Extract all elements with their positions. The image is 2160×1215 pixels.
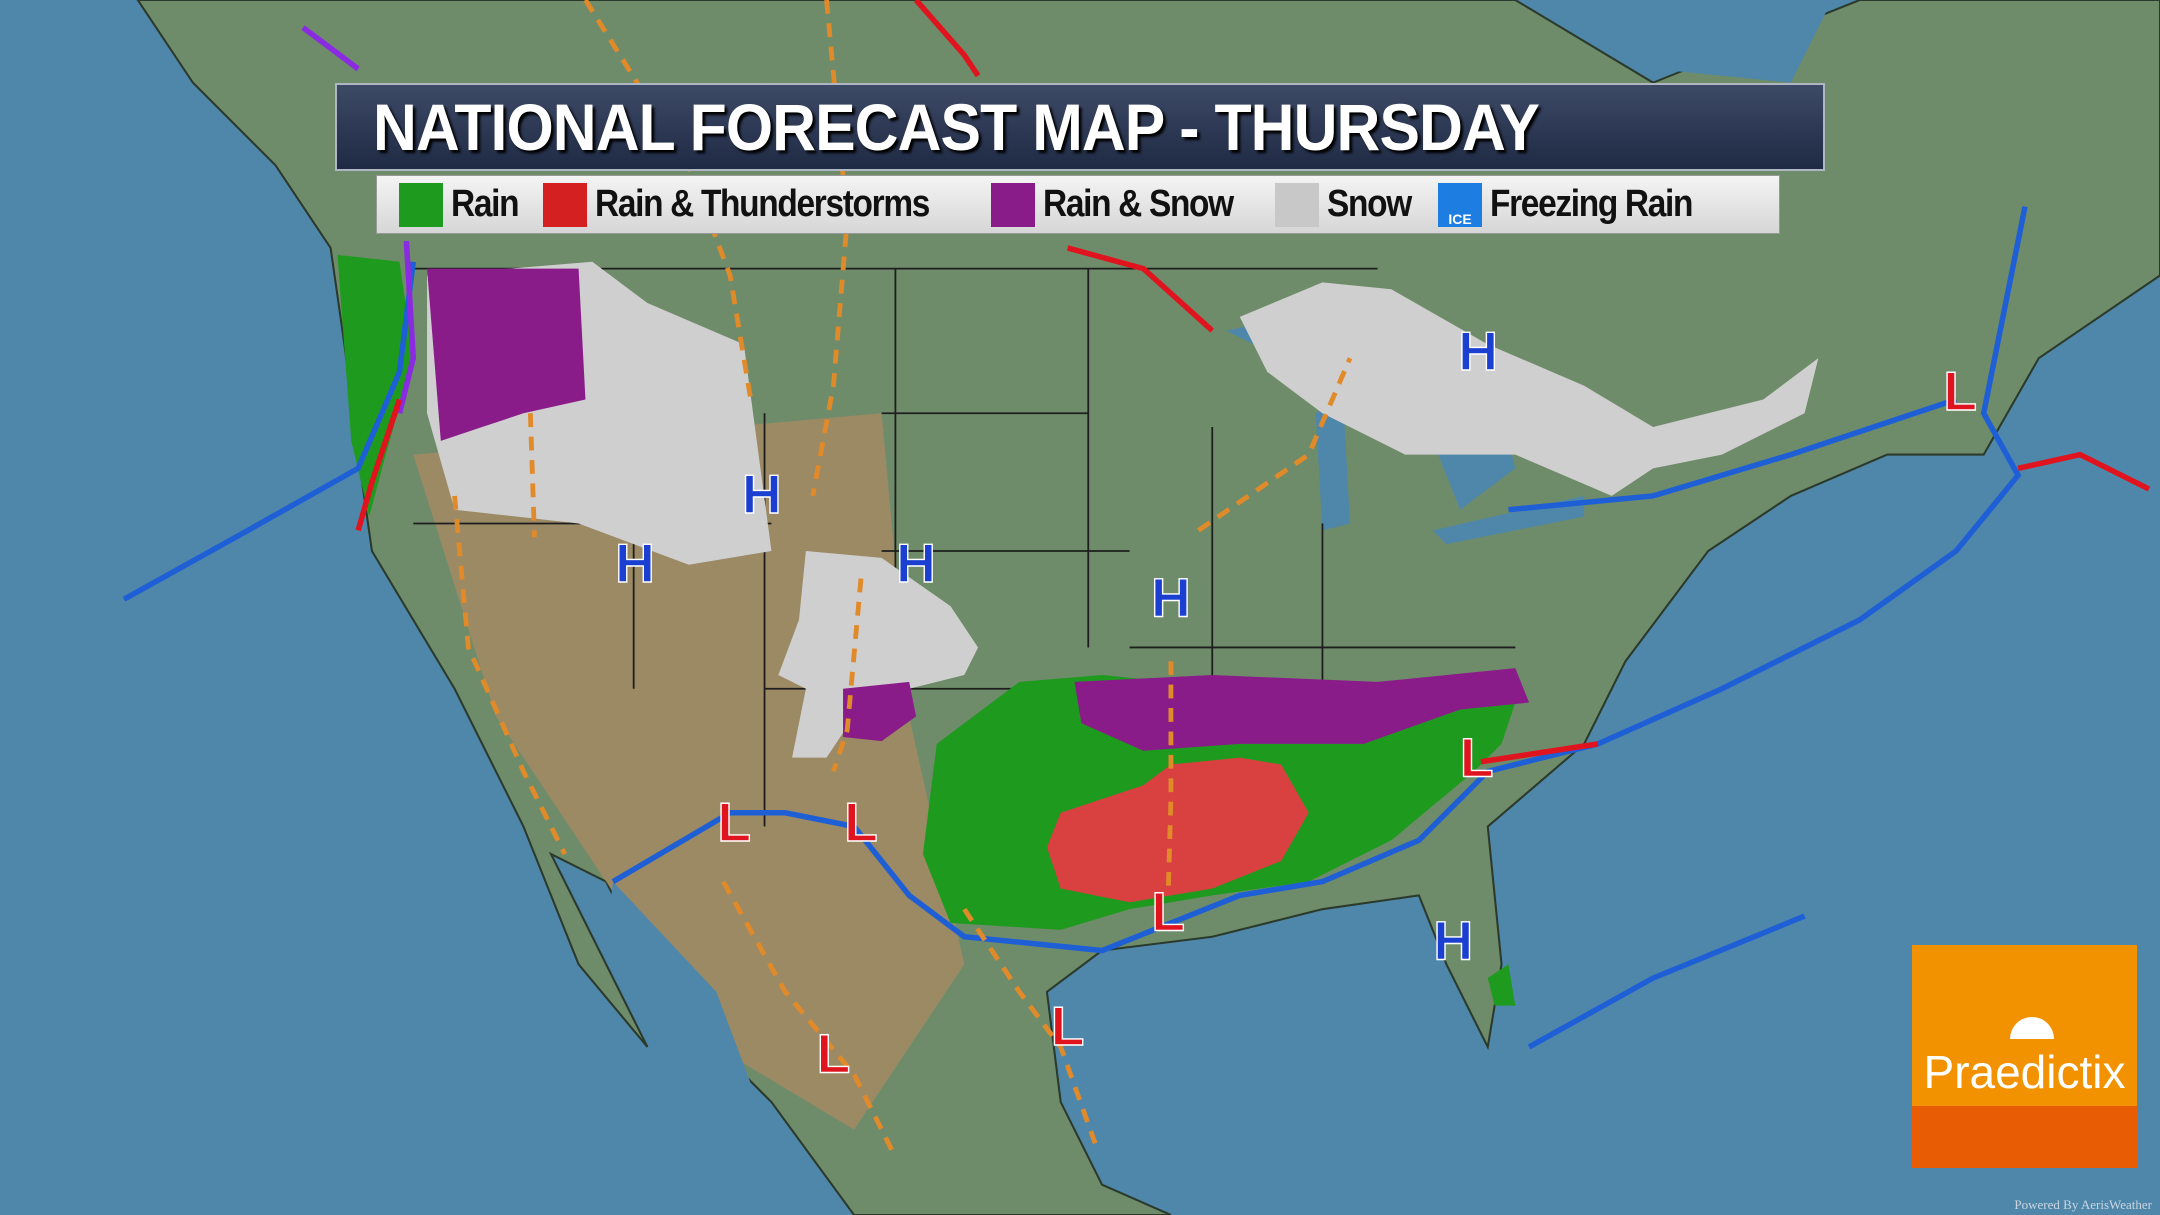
stationary-front-south — [611, 206, 2028, 954]
warm-front-canada — [1066, 245, 1215, 333]
precip-rain-snow-northwest — [427, 268, 586, 441]
umbrella-icon — [2010, 1017, 2054, 1039]
low-pressure-center: L — [1051, 995, 1085, 1057]
high-pressure-center: H — [1433, 910, 1473, 972]
great-lakes — [1226, 303, 1585, 545]
trough-line — [452, 495, 567, 856]
hudson-bay — [1556, 0, 1833, 83]
snowflake-icon — [1274, 182, 1319, 227]
trough-line — [583, 0, 754, 400]
trough-line — [527, 413, 537, 538]
gulf-of-california — [606, 881, 758, 1103]
warm-front-arctic — [913, 0, 981, 78]
warm-front-atlantic — [2017, 451, 2151, 492]
legend-item-snow: Snow — [1274, 182, 1412, 227]
high-pressure-center: H — [615, 532, 655, 594]
title-banner: NATIONAL FORECAST MAP - THURSDAY — [335, 83, 1825, 171]
warm-front-southeast — [1480, 741, 1599, 765]
low-pressure-center: L — [1943, 360, 1977, 422]
low-pressure-center: L — [1151, 881, 1185, 943]
low-pressure-center: L — [844, 791, 878, 853]
precip-snow-rockies — [778, 551, 979, 758]
high-pressure-center: H — [1151, 567, 1191, 629]
precip-thunderstorms-lower-mississippi — [1046, 757, 1309, 903]
precip-rain-snow-ozarks — [1074, 668, 1530, 751]
high-pressure-center: H — [742, 463, 782, 525]
occluded-front-northwest — [396, 240, 417, 414]
legend: Rain Rain & Thunderstorms Rain & Snow Sn… — [376, 175, 1780, 234]
legend-item-rain-snow: Rain & Snow — [990, 182, 1239, 227]
low-pressure-center: L — [817, 1023, 851, 1085]
powered-by-credit: Powered By AerisWeather — [2014, 1197, 2152, 1212]
precip-rain-northwest — [337, 254, 414, 517]
lightning-icon — [543, 182, 588, 227]
snowflake-icon — [990, 182, 1035, 227]
low-pressure-center: L — [1460, 726, 1494, 788]
stationary-front-northeast — [1508, 396, 1957, 513]
high-pressure-center: H — [1458, 320, 1498, 382]
low-pressure-center: L — [717, 791, 751, 853]
legend-item-freezing-rain: ICE Freezing Rain — [1438, 182, 1700, 227]
legend-item-rain-thunderstorms: Rain & Thunderstorms — [543, 182, 955, 227]
high-pressure-center: H — [896, 532, 936, 594]
raindrop-icon — [399, 182, 443, 227]
praedictix-logo: Praedictix — [1912, 945, 2137, 1168]
trough-line — [962, 907, 1098, 1145]
warm-front-northwest — [355, 398, 403, 532]
ice-icon: ICE — [1438, 182, 1483, 227]
legend-item-rain: Rain — [399, 182, 520, 227]
precip-rain-snow-new-mexico — [843, 681, 917, 742]
cold-front-caribbean — [1527, 913, 1806, 1050]
occluded-front-arctic — [301, 25, 360, 72]
trough-line — [831, 578, 864, 773]
precip-rain-florida — [1487, 964, 1516, 1006]
cold-front-pacific — [122, 261, 416, 602]
page-title: NATIONAL FORECAST MAP - THURSDAY — [373, 90, 1540, 164]
precip-snow-great-lakes — [1239, 282, 1819, 496]
